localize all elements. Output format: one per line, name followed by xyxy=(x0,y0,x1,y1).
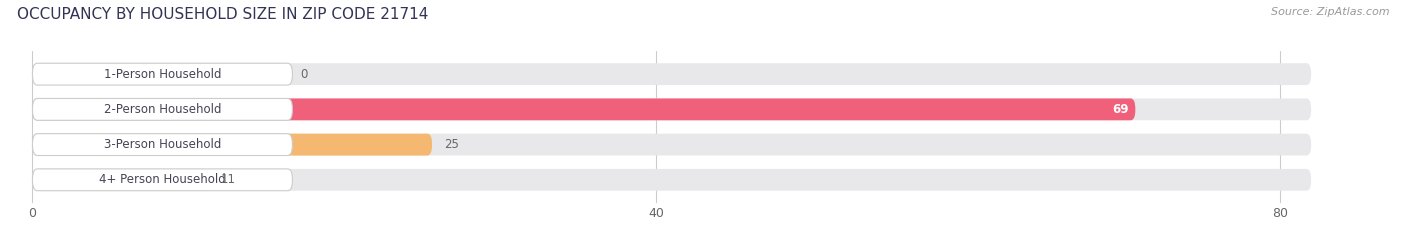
Text: 2-Person Household: 2-Person Household xyxy=(104,103,221,116)
Text: 4+ Person Household: 4+ Person Household xyxy=(98,173,226,186)
FancyBboxPatch shape xyxy=(32,134,292,155)
Text: Source: ZipAtlas.com: Source: ZipAtlas.com xyxy=(1271,7,1389,17)
FancyBboxPatch shape xyxy=(32,63,1312,85)
Text: 3-Person Household: 3-Person Household xyxy=(104,138,221,151)
FancyBboxPatch shape xyxy=(32,99,1135,120)
Text: 69: 69 xyxy=(1112,103,1129,116)
Text: OCCUPANCY BY HOUSEHOLD SIZE IN ZIP CODE 21714: OCCUPANCY BY HOUSEHOLD SIZE IN ZIP CODE … xyxy=(17,7,429,22)
FancyBboxPatch shape xyxy=(32,134,432,155)
FancyBboxPatch shape xyxy=(32,169,1312,191)
FancyBboxPatch shape xyxy=(32,99,292,120)
FancyBboxPatch shape xyxy=(32,169,208,191)
Text: 11: 11 xyxy=(221,173,236,186)
Text: 25: 25 xyxy=(444,138,460,151)
Text: 0: 0 xyxy=(301,68,308,81)
FancyBboxPatch shape xyxy=(32,134,1312,155)
Text: 1-Person Household: 1-Person Household xyxy=(104,68,221,81)
FancyBboxPatch shape xyxy=(32,99,1312,120)
FancyBboxPatch shape xyxy=(32,63,292,85)
FancyBboxPatch shape xyxy=(32,169,292,191)
